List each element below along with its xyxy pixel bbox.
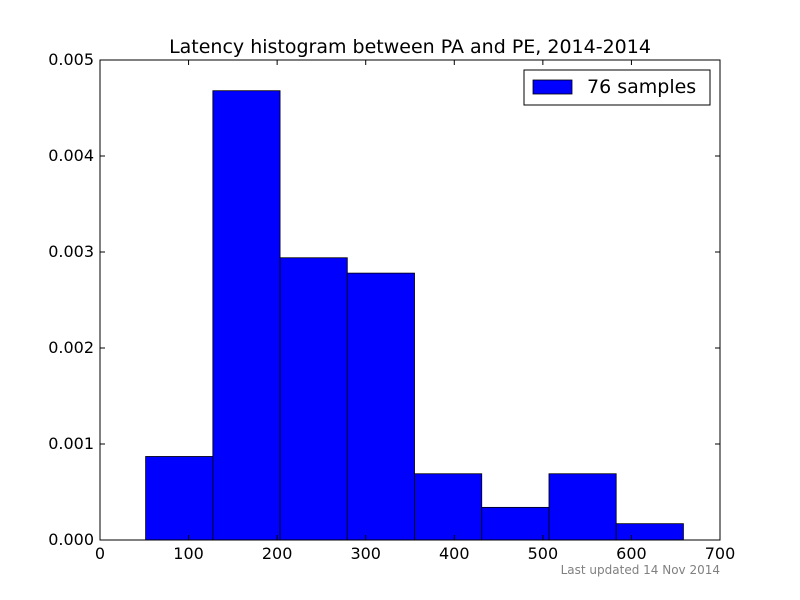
legend-swatch — [532, 79, 573, 95]
y-tick-label: 0.000 — [48, 530, 94, 549]
y-tick-label: 0.001 — [48, 434, 94, 453]
histogram-bar — [145, 456, 214, 541]
histogram-bar — [414, 473, 483, 541]
histogram-bar — [346, 272, 415, 541]
y-tick-label: 0.003 — [48, 242, 94, 261]
x-tick-labels: 0 100 200 300 400 500 600 700 — [95, 544, 735, 563]
y-tick-label: 0.005 — [48, 50, 94, 69]
plot-frame — [99, 59, 721, 541]
x-tick-label: 400 — [439, 544, 470, 563]
y-tick-label: 0.004 — [48, 146, 94, 165]
legend-label: 76 samples — [587, 76, 696, 98]
histogram-bar — [481, 506, 550, 541]
y-tick-label: 0.002 — [48, 338, 94, 357]
histogram-bar — [548, 473, 617, 541]
chart-title: Latency histogram between PA and PE, 201… — [169, 36, 651, 58]
y-tick-labels: 0.000 0.001 0.002 0.003 0.004 0.005 — [48, 50, 94, 549]
x-tick-label: 700 — [705, 544, 736, 563]
x-tick-label: 200 — [262, 544, 293, 563]
last-updated-note: Last updated 14 Nov 2014 — [561, 563, 720, 577]
x-tick-label: 500 — [528, 544, 559, 563]
x-tick-label: 300 — [350, 544, 381, 563]
histogram-bar — [212, 90, 281, 541]
histogram-bar — [615, 523, 684, 541]
histogram-bar — [279, 257, 348, 541]
x-tick-label: 0 — [95, 544, 105, 563]
legend: 76 samples — [523, 69, 711, 106]
axis-ticks — [100, 60, 720, 540]
x-tick-label: 100 — [173, 544, 204, 563]
bars-group — [145, 90, 684, 541]
x-tick-label: 600 — [616, 544, 647, 563]
